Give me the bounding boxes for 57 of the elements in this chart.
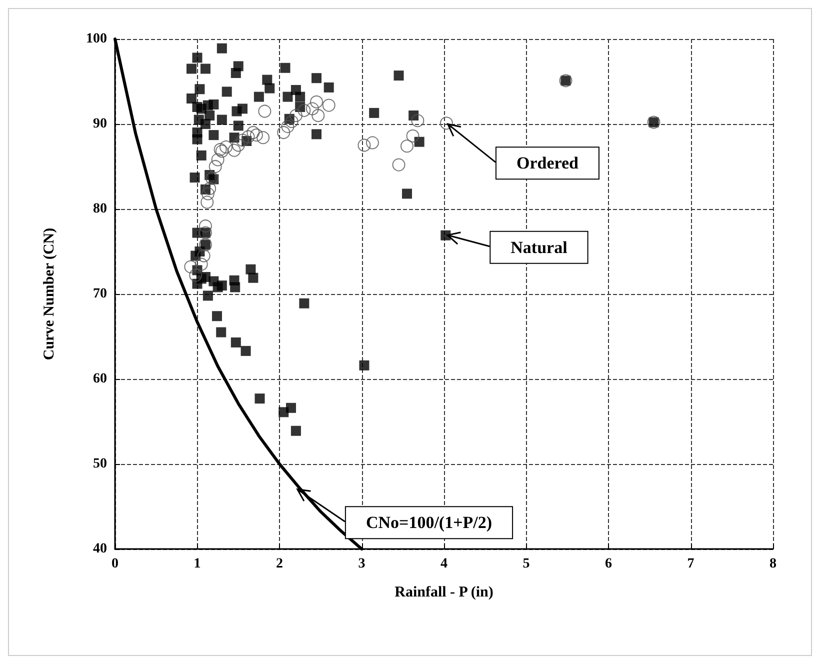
annotation: Ordered	[516, 154, 580, 173]
point	[200, 196, 214, 209]
y-tick-label: 50	[93, 456, 107, 472]
point	[310, 95, 324, 108]
annotation: CNo=100/(1+P/2)	[366, 513, 492, 532]
point	[206, 172, 219, 185]
point	[189, 268, 202, 282]
point	[242, 130, 255, 144]
point	[258, 104, 272, 118]
x-tick-label: 8	[770, 556, 776, 572]
point	[250, 128, 263, 142]
x-tick-label: 6	[605, 556, 612, 572]
point	[406, 129, 420, 142]
x-tick-label: 2	[276, 556, 283, 572]
point	[440, 116, 453, 130]
point	[211, 153, 224, 166]
y-tick-label: 100	[86, 32, 107, 46]
y-tick-label: 80	[93, 202, 107, 216]
y-axis-title: Curve Number (CN)	[42, 228, 58, 360]
point	[201, 187, 214, 200]
point	[220, 140, 233, 154]
x-axis-title: Rainfall - P (in)	[394, 584, 494, 600]
point	[400, 140, 414, 153]
x-tick-label: 0	[112, 556, 118, 572]
point	[256, 131, 270, 144]
x-tick-label: 1	[194, 556, 201, 572]
point	[289, 109, 302, 122]
point	[197, 249, 210, 262]
point	[232, 138, 245, 152]
point	[392, 158, 406, 172]
point	[194, 258, 208, 271]
point	[285, 114, 298, 128]
x-tick-label: 5	[522, 556, 530, 572]
y-tick-label: 90	[93, 116, 107, 132]
point	[203, 182, 216, 196]
point	[366, 136, 379, 150]
point	[281, 120, 294, 134]
x-tick-label: 4	[440, 556, 448, 572]
x-tick-label: 3	[358, 556, 366, 572]
y-tick-label: 60	[93, 372, 107, 386]
point	[298, 104, 311, 117]
point	[228, 144, 241, 157]
point	[208, 160, 222, 173]
point	[236, 134, 249, 147]
y-tick-label: 40	[93, 542, 107, 556]
x-tick-label: 7	[687, 556, 694, 572]
point	[312, 109, 325, 122]
annotation: Natural	[510, 238, 568, 257]
point	[198, 220, 212, 232]
point	[184, 260, 198, 274]
y-tick-label: 70	[93, 286, 107, 302]
point	[411, 114, 424, 128]
point	[322, 98, 336, 112]
point	[306, 102, 319, 116]
point	[246, 126, 260, 139]
point	[277, 126, 290, 139]
point	[358, 138, 371, 152]
